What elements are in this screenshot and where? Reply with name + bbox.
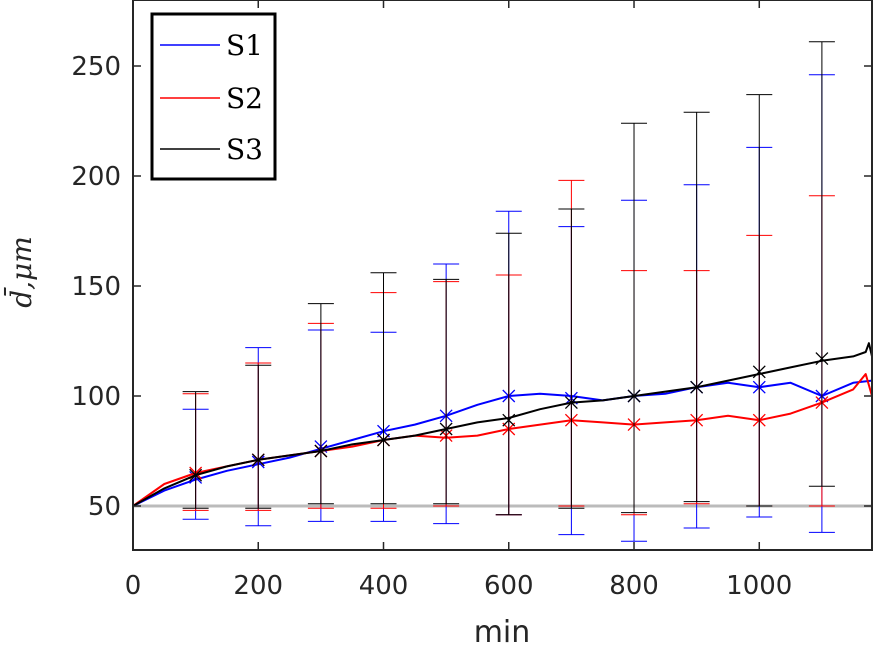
x-tick-label: 400	[359, 571, 409, 601]
error-bar-s3-9	[746, 94, 773, 507]
marker-s3-4	[439, 422, 453, 436]
marker-s3-2	[314, 444, 328, 458]
marker-s3-3	[377, 433, 390, 447]
marker-s3-10	[815, 352, 829, 366]
x-tick-label: 1000	[726, 571, 792, 601]
series-layer	[132, 41, 873, 542]
error-bar-s3-3	[370, 272, 397, 505]
error-bar-s3-5	[495, 232, 522, 516]
marker-s3-9	[752, 365, 766, 379]
y-tick-label: 200	[71, 162, 121, 192]
plot-frame	[132, 0, 873, 551]
series-line-s3	[132, 342, 873, 507]
marker-s3-6	[564, 396, 578, 410]
x-tick-label: 200	[233, 571, 283, 601]
marker-s3-0	[189, 468, 203, 482]
error-bar-s3-4	[433, 278, 460, 505]
x-tick-label: 800	[609, 571, 659, 601]
y-tick-label: 100	[71, 382, 121, 412]
error-bar-s3-7	[621, 122, 648, 514]
error-bar-s3-10	[808, 41, 835, 487]
legend: S1 S2 S3	[150, 12, 277, 181]
series-s3	[132, 41, 873, 516]
x-tick-label: 600	[484, 571, 534, 601]
y-tick-label: 250	[71, 52, 121, 82]
x-axis-title: min	[474, 615, 531, 650]
y-tick-label: 150	[71, 272, 121, 302]
error-bar-s3-8	[683, 111, 710, 503]
ticks-layer: 0 200 400 600 800 1000 50 100 150 200 250	[71, 0, 872, 601]
legend-box	[150, 12, 277, 181]
marker-s3-8	[690, 380, 704, 394]
y-axis-title: d̄,μm	[3, 236, 38, 308]
marker-s3-5	[502, 413, 516, 427]
legend-label-s3: S3	[226, 133, 263, 166]
error-bar-s3-2	[307, 303, 334, 505]
marker-s3-7	[627, 389, 641, 403]
legend-label-s1: S1	[226, 29, 263, 62]
legend-label-s2: S2	[226, 82, 263, 115]
error-bar-s3-1	[245, 364, 272, 509]
error-bar-s3-6	[558, 208, 585, 509]
marker-s3-1	[251, 453, 265, 467]
x-tick-label: 0	[125, 571, 142, 601]
error-bar-s3-0	[182, 391, 209, 509]
y-tick-label: 50	[88, 492, 121, 522]
